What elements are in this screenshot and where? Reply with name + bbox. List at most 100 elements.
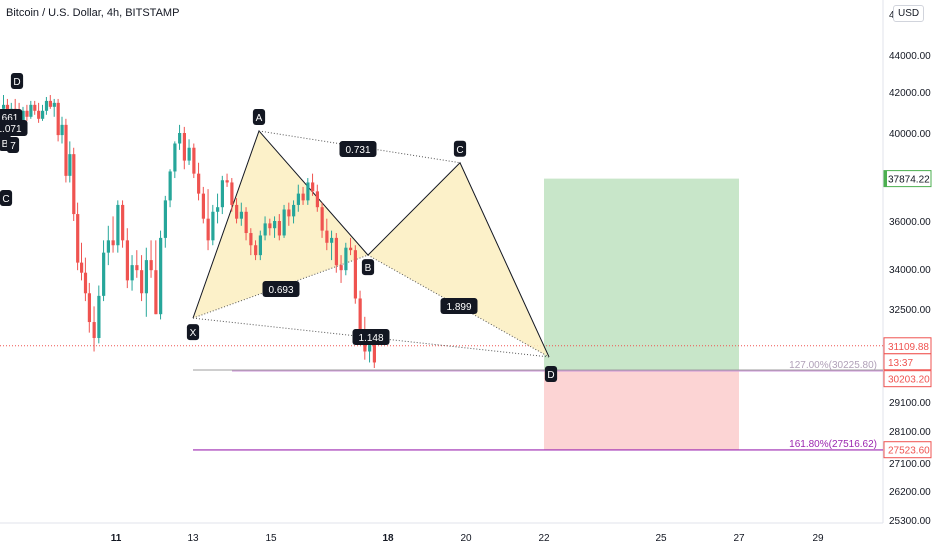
candle-body (60, 124, 64, 136)
candle (163, 195, 167, 248)
candle (41, 104, 45, 121)
candle-body (220, 180, 224, 208)
time-axis[interactable]: 11 13 15 18 20 22 25 27 29 (111, 533, 824, 544)
candle (315, 184, 319, 212)
candle (301, 186, 305, 205)
candle (273, 216, 277, 238)
candle (330, 230, 334, 261)
price-tick-label: 27100.00 (889, 459, 931, 470)
marker-text: B (365, 263, 372, 274)
time-tick-label: 25 (655, 533, 667, 544)
candle (144, 247, 148, 317)
candle (277, 214, 281, 241)
candle (76, 202, 80, 271)
candle (92, 306, 96, 352)
entry-price-tag: 30203.20 (883, 370, 932, 388)
price-tick-label: 34000.00 (889, 265, 931, 276)
candle-body (372, 340, 376, 363)
candle (125, 228, 129, 289)
candle-body (201, 193, 205, 219)
candle (135, 250, 139, 278)
price-tick-label: 28100.00 (889, 427, 931, 438)
price-tick-label: 25300.00 (889, 516, 931, 527)
marker-text: C (456, 145, 463, 156)
time-tick-label: 27 (733, 533, 745, 544)
price-tick-label: 32500.00 (889, 305, 931, 316)
candle (56, 98, 60, 142)
candle (230, 178, 234, 212)
candle-body (349, 247, 353, 251)
candle (235, 198, 239, 224)
candle (130, 255, 134, 291)
candle (268, 218, 272, 236)
candle-body (197, 173, 201, 194)
candle (37, 102, 41, 123)
candle (353, 245, 357, 304)
marker-text: 7 (10, 141, 16, 152)
candle-body (239, 211, 243, 219)
price-tick-label: 44000.00 (889, 51, 931, 62)
candle-body (33, 104, 37, 111)
candle (244, 207, 248, 241)
time-tick-label: 20 (460, 533, 472, 544)
candle (311, 173, 315, 196)
candle-body (230, 182, 234, 205)
candle (33, 100, 37, 115)
candle-body (311, 182, 315, 192)
candle-body (168, 171, 172, 201)
price-tick-label: 4 (889, 10, 895, 21)
candle-body (182, 133, 186, 161)
marker-bg (352, 329, 390, 345)
marker-text: X (190, 328, 197, 339)
prev-c-marker: C (0, 190, 13, 206)
candle-body (130, 265, 134, 281)
candle-body (97, 295, 101, 338)
candle-body (211, 211, 215, 241)
candle (44, 96, 49, 115)
marker-text: 0.693 (268, 285, 293, 296)
price-axis[interactable]: 44000.00 42000.00 40000.00 36000.00 34000.00… (883, 10, 932, 527)
candle (216, 193, 220, 224)
fib-label-161: 161.80%(27516.62) (789, 439, 877, 450)
candle (206, 189, 210, 251)
candle-body (80, 262, 84, 273)
candle (173, 141, 177, 179)
marker-text: 661 (2, 113, 19, 124)
candle (349, 237, 353, 256)
candle-body (144, 260, 148, 294)
countdown-tag: 13:37 (883, 353, 932, 371)
candle-body (187, 147, 191, 161)
candle-body (254, 245, 258, 256)
ratio-xb-label: 0.693 (262, 281, 300, 297)
candle-body (154, 270, 158, 315)
candle-body (273, 221, 277, 229)
candle-body (48, 100, 52, 107)
last-price-tag: 31109.88 (883, 337, 932, 355)
candle-body (116, 204, 120, 246)
candle (87, 282, 91, 333)
candle-body (301, 193, 305, 201)
prev-ratio-label: 7 (6, 137, 20, 153)
candle (149, 240, 153, 278)
marker-bg (252, 108, 266, 125)
candle-body (339, 265, 343, 271)
candle (306, 178, 310, 205)
candle (121, 200, 125, 248)
marker-text: D (13, 77, 20, 88)
currency-button[interactable]: USD (893, 5, 925, 22)
price-tag-bg (883, 370, 932, 388)
prev-d-marker: D (10, 73, 24, 89)
candle (182, 126, 186, 170)
pattern-triangle-bcd (368, 162, 549, 357)
candle (282, 204, 286, 238)
candle-body (111, 240, 115, 246)
candle-body (358, 298, 362, 336)
price-tag-text: 13:37 (888, 358, 913, 369)
candle (159, 230, 163, 320)
candle (72, 147, 76, 221)
marker-bg (339, 141, 377, 157)
candle-body (102, 252, 106, 296)
candle (187, 139, 191, 165)
candle-body (83, 272, 88, 294)
